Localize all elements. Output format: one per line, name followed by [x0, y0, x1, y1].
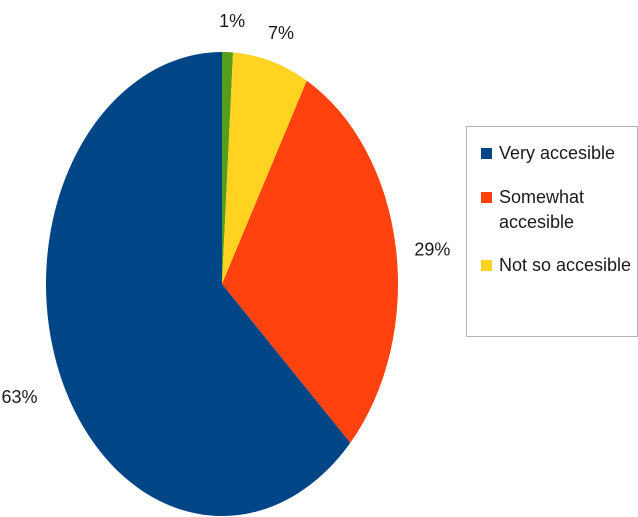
- pie-slice-other: [222, 52, 234, 284]
- pie-slice-not-so-accesible: [222, 52, 307, 285]
- data-label-7pct: 7%: [268, 23, 294, 43]
- legend-swatch-very-accesible: [481, 148, 492, 159]
- legend-item-very-accesible: Very accesible: [481, 141, 638, 166]
- pie-slice-very-accesible: [46, 52, 351, 516]
- legend-item-somewhat-accesible: Somewhat accesible: [481, 185, 638, 235]
- legend-item-not-so-accesible: Not so accesible: [481, 253, 638, 278]
- data-label-1pct: 1%: [219, 11, 245, 31]
- legend-label-somewhat-accesible: Somewhat accesible: [499, 187, 585, 232]
- pie-slice-somewhat-accesible: [222, 80, 398, 443]
- data-label-63pct: 63%: [1, 387, 37, 407]
- pie-data-labels: 1% 7% 29% 63%: [1, 11, 450, 407]
- legend-swatch-not-so-accesible: [481, 260, 492, 271]
- legend-label-not-so-accesible: Not so accesible: [499, 255, 632, 275]
- legend-label-very-accesible: Very accesible: [499, 143, 616, 163]
- pie-slices: [46, 52, 398, 516]
- data-label-29pct: 29%: [414, 240, 450, 260]
- chart-legend: Very accesible Somewhat accesible Not so…: [466, 126, 638, 337]
- legend-swatch-somewhat-accesible: [481, 192, 492, 203]
